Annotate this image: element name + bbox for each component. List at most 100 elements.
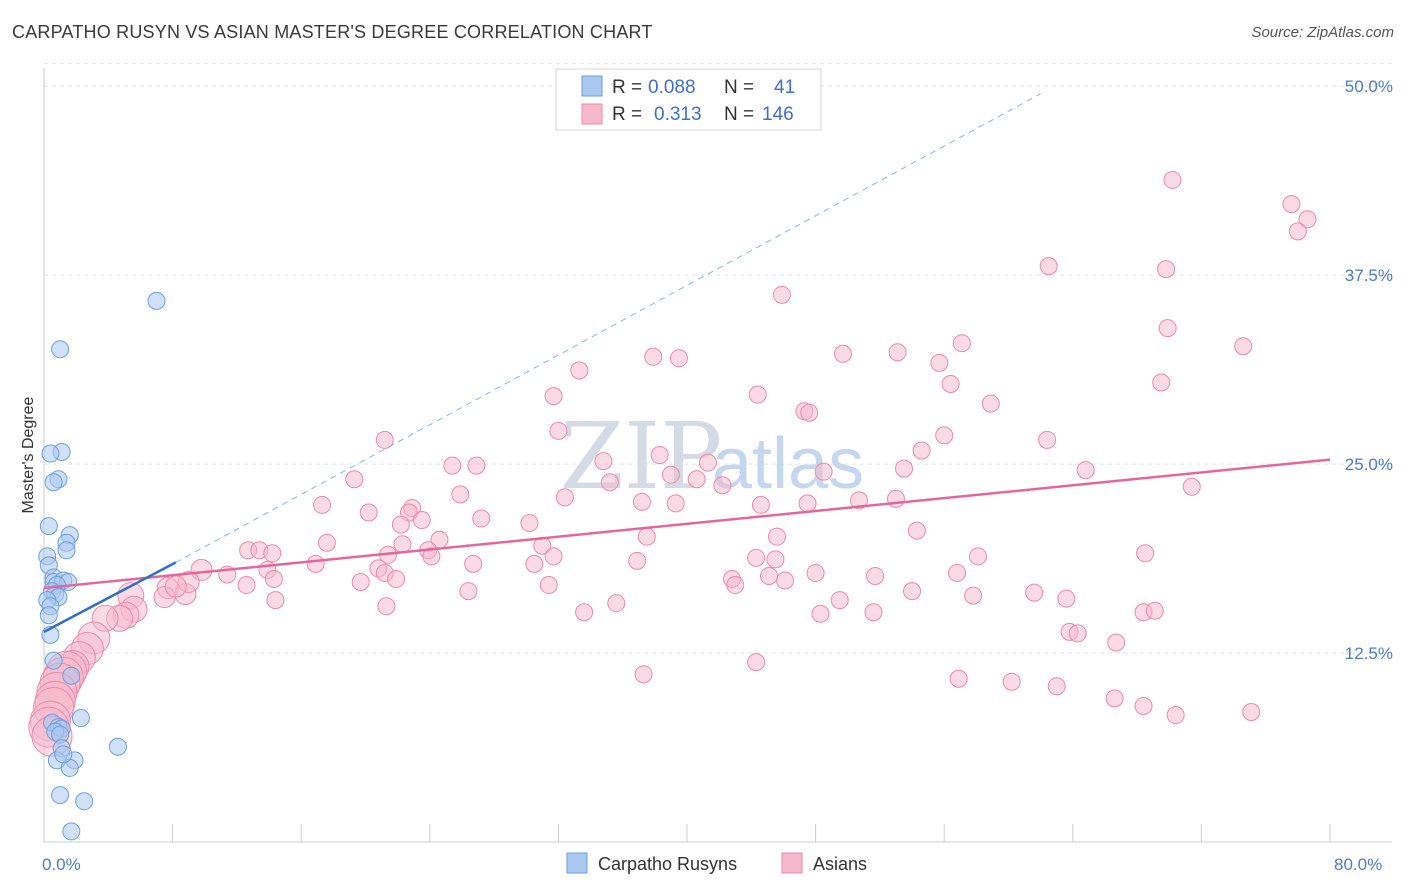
asian-point	[467, 456, 486, 475]
asian-point	[968, 547, 987, 566]
asian-point	[814, 462, 833, 481]
asian-point	[830, 591, 849, 610]
asian-point	[472, 509, 491, 528]
asian-point	[798, 494, 817, 513]
asian-point	[833, 344, 852, 363]
rusyn-trendline	[43, 561, 177, 634]
asian-point	[811, 604, 830, 623]
asian-point	[266, 591, 285, 610]
asian-point	[464, 554, 483, 573]
asian-point	[1107, 633, 1126, 652]
asian-point	[1136, 544, 1155, 563]
rusyn-points	[38, 291, 166, 841]
legend-n-value-rusyn: 41	[774, 77, 795, 98]
asian-point	[768, 527, 787, 546]
asian-point	[952, 334, 971, 353]
asian-point	[650, 446, 669, 465]
asian-point	[903, 582, 922, 601]
asian-point	[666, 494, 685, 513]
asian-point	[751, 495, 770, 514]
asian-point	[948, 563, 967, 582]
y-tick-label-0: 12.5%	[1345, 644, 1393, 663]
rusyn-point	[44, 473, 63, 492]
asian-point	[1047, 677, 1066, 696]
asian-point	[306, 554, 325, 573]
y-tick-labels: 12.5% 25.0% 37.5% 50.0%	[1345, 77, 1393, 663]
asian-point	[800, 403, 819, 422]
rusyn-point	[44, 651, 63, 670]
asian-trendline	[43, 458, 1331, 590]
legend-n-label-asian: N =	[724, 104, 754, 125]
rusyn-point	[51, 340, 70, 359]
asian-point	[1068, 624, 1087, 643]
rusyn-point	[51, 786, 70, 805]
asian-point	[1038, 430, 1057, 449]
asian-point	[1039, 257, 1058, 276]
asian-point	[1234, 337, 1253, 356]
asian-point	[1002, 672, 1021, 691]
asian-point	[575, 603, 594, 622]
asian-point	[866, 566, 885, 585]
watermark-atlas: atlas	[712, 424, 864, 504]
asian-point	[1145, 601, 1164, 620]
asian-point	[687, 470, 706, 489]
asian-point	[451, 485, 470, 504]
asian-point	[713, 476, 732, 495]
asian-point	[351, 573, 370, 592]
asian-point	[443, 456, 462, 475]
rusyn-point	[39, 517, 58, 536]
asian-point	[1158, 319, 1177, 338]
trendlines	[43, 93, 1331, 634]
asian-point	[317, 533, 336, 552]
asian-point	[359, 503, 378, 522]
asian-point	[594, 452, 613, 471]
y-tick-label-2: 37.5%	[1345, 266, 1393, 285]
asian-point	[164, 575, 187, 598]
rusyn-point	[57, 541, 76, 560]
y-tick-label-3: 50.0%	[1345, 77, 1393, 96]
asian-point	[459, 582, 478, 601]
source-label: Source: ZipAtlas.com	[1251, 24, 1394, 41]
asian-point	[644, 347, 663, 366]
asian-point	[888, 343, 907, 362]
asian-point	[1152, 373, 1171, 392]
asian-point	[539, 576, 558, 595]
grid-lines	[44, 63, 1392, 654]
asian-point	[1163, 170, 1182, 189]
asian-point	[391, 515, 410, 534]
legend-swatch-rusyn	[581, 75, 603, 97]
asian-point	[637, 527, 656, 546]
legend-n-value-asian: 146	[762, 104, 794, 125]
asian-point	[930, 353, 949, 372]
rusyn-point	[39, 606, 58, 625]
y-tick-label-1: 25.0%	[1345, 455, 1393, 474]
watermark-zip: ZIP	[560, 403, 722, 510]
asian-point	[981, 394, 1000, 413]
asian-point	[907, 521, 926, 540]
asian-point	[1025, 583, 1044, 602]
asian-point	[698, 453, 717, 472]
asian-point	[1134, 696, 1153, 715]
asian-point	[1182, 477, 1201, 496]
bottom-legend-swatch-asian	[781, 852, 803, 874]
asian-point	[1298, 210, 1317, 229]
asian-point	[935, 426, 954, 445]
asian-point	[912, 441, 931, 460]
legend-box: R = 0.088 N = 41 R = 0.313 N = 146	[555, 68, 822, 131]
asian-point	[525, 554, 544, 573]
asian-point	[607, 594, 626, 613]
asian-point	[412, 511, 431, 530]
asian-point	[544, 387, 563, 406]
rusyn-point	[75, 792, 94, 811]
asian-point	[520, 514, 539, 533]
asian-point	[748, 385, 767, 404]
x-tick-label-min: 0.0%	[42, 855, 81, 874]
legend-n-label-rusyn: N =	[724, 77, 754, 98]
legend-r-value-asian: 0.313	[654, 104, 702, 125]
asian-point	[1242, 703, 1261, 722]
legend-r-label-asian: R =	[612, 104, 642, 125]
asian-point	[766, 550, 785, 569]
asian-point	[422, 547, 441, 566]
legend-swatch-asian	[581, 103, 603, 125]
asian-point	[864, 603, 883, 622]
